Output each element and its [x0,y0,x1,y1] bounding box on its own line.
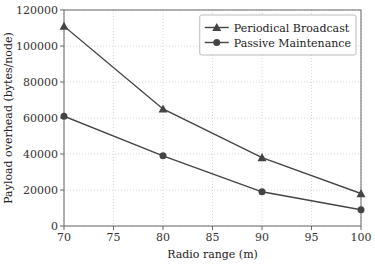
plot-frame [64,10,361,226]
tick-label-x: 95 [305,231,319,244]
tick-label-y: 60000 [23,112,58,125]
series-marker [160,152,167,159]
legend-box [200,15,356,55]
grid-line-y [64,118,361,119]
legend-swatch-marker [213,39,220,46]
series-marker [357,189,366,197]
tick-label-x: 100 [351,231,372,244]
tick-label-x: 75 [107,231,121,244]
tick-y [60,82,64,83]
series-marker [258,153,267,161]
tick-label-x: 80 [156,231,170,244]
legend-item: Passive Maintenance [205,37,351,50]
tick-y [60,190,64,191]
tick-label-x: 85 [206,231,220,244]
tick-label-y: 40000 [23,148,58,161]
x-axis-label: Radio range (m) [167,248,258,261]
axes: 70 75 80 85 90 95 100 0 20000 40000 60000 80000 1000… [16,4,372,244]
tick-x [64,226,65,230]
chart-container: 70 75 80 85 90 95 100 0 20000 40000 60000 80000 1000… [0,0,375,264]
tick-y [60,226,64,227]
grid-line-x [113,10,114,226]
legend: Periodical Broadcast Passive Maintenance [200,15,356,55]
series-marker [159,105,168,113]
grid-line-y [64,82,361,83]
tick-x [212,226,213,230]
legend-label: Periodical Broadcast [234,22,350,35]
chart: 70 75 80 85 90 95 100 0 20000 40000 60000 80000 1000… [0,0,375,264]
tick-label-y: 0 [51,220,58,233]
series-marker [60,22,69,30]
tick-y [60,10,64,11]
legend-swatch-marker [212,23,221,31]
legend-label: Passive Maintenance [234,37,351,50]
grid [64,10,361,226]
tick-label-x: 70 [57,231,71,244]
tick-label-y: 100000 [16,40,58,53]
tick-x [311,226,312,230]
tick-y [60,46,64,47]
tick-x [262,226,263,230]
tick-x [113,226,114,230]
tick-label-y: 120000 [16,4,58,17]
tick-x [163,226,164,230]
grid-line-y [64,154,361,155]
grid-line-y [64,190,361,191]
tick-label-y: 20000 [23,184,58,197]
tick-label-y: 80000 [23,76,58,89]
tick-y [60,154,64,155]
series-line [64,116,361,210]
y-axis-label: Payload overhead (bytes/node) [2,32,15,204]
series-marker [61,113,68,120]
legend-item: Periodical Broadcast [205,22,350,35]
series-marker [259,188,266,195]
series-marker [358,206,365,213]
tick-x [361,226,362,230]
tick-label-x: 90 [255,231,269,244]
